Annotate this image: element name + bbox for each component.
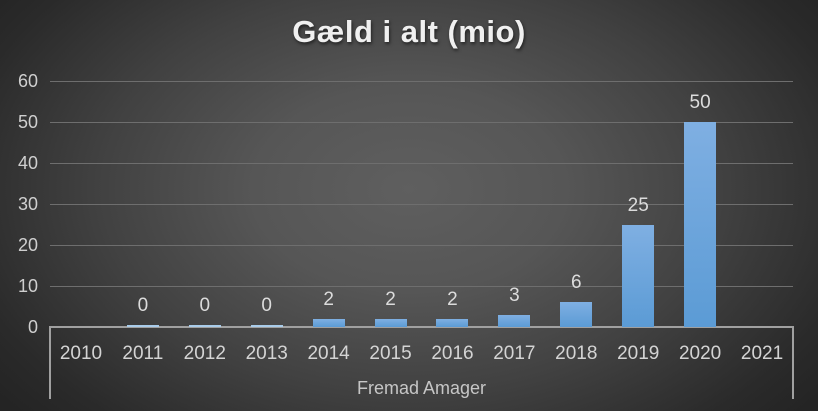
y-tick-label-0: 0: [27, 317, 38, 337]
gridline-60: [50, 80, 793, 82]
bar-value-label-2013: 0: [261, 295, 272, 316]
x-axis-line: [49, 326, 794, 328]
x-tick-label-2012: 2012: [183, 343, 226, 364]
x-tick-label-2017: 2017: [493, 343, 536, 364]
bar-2019: [622, 225, 655, 327]
label-strip-right-border: [792, 327, 794, 399]
y-tick-label-10: 10: [17, 276, 38, 296]
x-tick-label-2013: 2013: [245, 343, 288, 364]
bar-2013: [250, 325, 283, 327]
x-tick-label-2019: 2019: [617, 343, 660, 364]
bar-value-label-2016: 2: [447, 289, 458, 310]
bar-2017: [498, 315, 531, 327]
x-tick-label-2018: 2018: [555, 343, 598, 364]
bar-2012: [188, 325, 221, 327]
bar-2020: [684, 122, 717, 327]
x-axis-title: Fremad Amager: [356, 378, 487, 398]
chart-title: Gæld i alt (mio): [292, 14, 526, 49]
x-tick-label-2015: 2015: [369, 343, 412, 364]
bar-value-label-2019: 25: [627, 195, 649, 216]
bar-value-label-2018: 6: [570, 272, 582, 293]
y-tick-label-50: 50: [17, 112, 38, 132]
bar-2018: [560, 302, 593, 327]
bar-value-label-2015: 2: [385, 289, 396, 310]
gridline-20: [50, 244, 793, 246]
bar-value-label-2012: 0: [199, 295, 211, 316]
bar-value-label-2017: 3: [509, 285, 520, 306]
y-tick-label-30: 30: [17, 194, 38, 214]
x-tick-label-2010: 2010: [59, 343, 103, 364]
x-tick-label-2016: 2016: [431, 343, 474, 364]
bar-2016: [436, 319, 469, 327]
x-tick-label-2020: 2020: [678, 343, 722, 364]
gridline-50: [50, 121, 793, 123]
x-tick-label-2021: 2021: [740, 343, 784, 364]
y-tick-label-20: 20: [17, 235, 38, 255]
bar-2014: [312, 319, 345, 327]
gridline-30: [50, 203, 793, 205]
x-tick-label-2011: 2011: [122, 343, 164, 364]
bar-value-label-2011: 0: [137, 295, 149, 316]
bar-2015: [374, 319, 407, 327]
bar-2011: [126, 325, 159, 327]
gridline-10: [50, 285, 793, 287]
x-tick-label-2014: 2014: [307, 343, 350, 364]
label-strip-left-border: [49, 327, 51, 399]
bar-value-label-2020: 50: [689, 92, 711, 113]
bar-value-label-2014: 2: [323, 289, 334, 310]
y-tick-label-40: 40: [17, 153, 38, 173]
gridline-40: [50, 162, 793, 164]
y-tick-label-60: 60: [17, 71, 38, 91]
